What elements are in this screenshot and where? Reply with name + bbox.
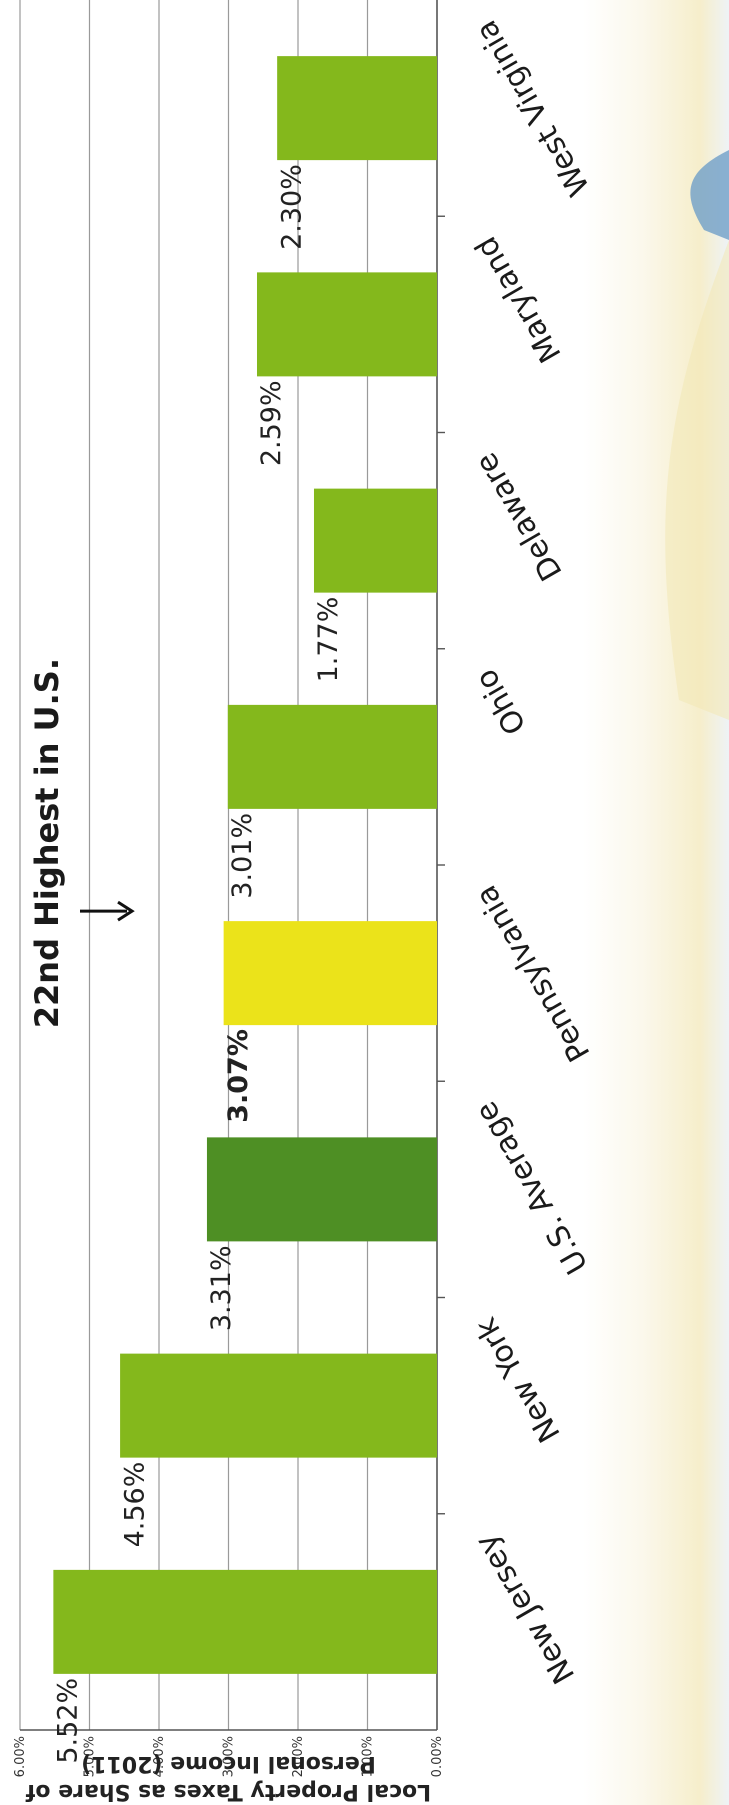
category-label-west-virginia: West Virginia — [469, 14, 598, 202]
value-label-delaware: 1.77% — [313, 597, 344, 683]
y-axis-title-line-1: Local Property Taxes as Share of — [25, 1779, 431, 1804]
background-decoration — [665, 150, 729, 720]
y-tick-label: 4.00% — [152, 1736, 167, 1777]
value-label-new-york: 4.56% — [119, 1462, 150, 1548]
bar-new-jersey — [53, 1569, 438, 1674]
annotation-arrow-head — [117, 900, 135, 922]
bar-ohio — [227, 704, 437, 809]
blue-swoosh — [690, 150, 729, 240]
y-axis-title-line-2: Personal Income (2011) — [81, 1751, 376, 1776]
y-tick-label: 5.00% — [83, 1736, 98, 1777]
bar-maryland — [256, 272, 437, 377]
y-tick-label: 1.00% — [361, 1736, 376, 1777]
bar-pennsylvania — [223, 921, 437, 1026]
cream-swoosh — [665, 240, 729, 720]
value-label-u-s-average: 3.31% — [206, 1245, 237, 1331]
annotation-text: 22nd Highest in U.S. — [28, 658, 66, 1028]
category-label-new-jersey: New Jersey — [469, 1528, 583, 1690]
value-label-ohio: 3.01% — [227, 813, 258, 899]
value-label-maryland: 2.59% — [256, 380, 287, 466]
category-label-u-s-average: U.S. Average — [469, 1095, 596, 1279]
category-label-pennsylvania: Pennsylvania — [469, 879, 598, 1067]
value-label-new-jersey: 5.52% — [53, 1678, 84, 1764]
y-tick-label: 2.00% — [291, 1736, 306, 1777]
category-label-delaware: Delaware — [469, 447, 570, 587]
category-label-maryland: Maryland — [469, 230, 569, 368]
y-tick-label: 3.00% — [222, 1736, 237, 1777]
value-label-pennsylvania: 3.07% — [223, 1029, 254, 1123]
bar-new-york — [120, 1353, 438, 1458]
category-label-new-york: New York — [468, 1311, 567, 1448]
category-label-ohio: Ohio — [469, 663, 534, 741]
y-tick-label: 6.00% — [13, 1736, 28, 1777]
value-label-west-virginia: 2.30% — [276, 164, 307, 250]
y-tick-label: 0.00% — [430, 1736, 445, 1777]
bar-delaware — [313, 488, 437, 593]
bar-west-virginia — [277, 56, 437, 161]
bar-u-s-average — [206, 1137, 437, 1242]
